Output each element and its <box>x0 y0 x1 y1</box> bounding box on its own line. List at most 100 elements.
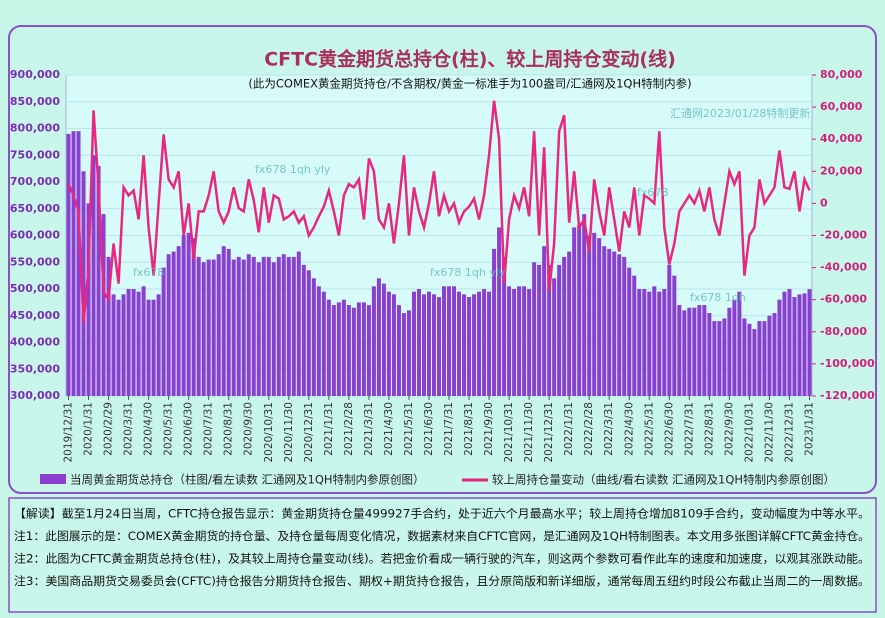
bar <box>291 256 296 396</box>
note: 注3：美国商品期货交易委员会(CFTC)持仓报告分期货持仓报告、期权+期货持仓报… <box>14 574 870 588</box>
bar <box>251 256 256 396</box>
bar <box>702 305 707 396</box>
x-tick-label: 2020/7/31 <box>203 402 215 456</box>
bar <box>201 262 206 396</box>
bar <box>306 270 311 396</box>
bar <box>106 256 111 396</box>
bar <box>637 289 642 396</box>
bar <box>216 254 221 396</box>
watermark: fx678 <box>637 186 668 199</box>
bar <box>782 291 787 396</box>
bar <box>391 294 396 396</box>
bar <box>557 264 562 396</box>
bar <box>757 321 762 396</box>
y2-tick-label: -20,000 <box>820 229 867 242</box>
bar <box>552 278 557 396</box>
bar <box>587 235 592 396</box>
note: 注1：此图展示的是：COMEX黄金期货的持仓量、及持仓量每周变化情况，数据素材来… <box>14 529 870 543</box>
bar <box>752 329 757 396</box>
watermark: 汇通网2023/01/28特制更新 <box>670 106 810 120</box>
bar <box>111 294 116 396</box>
bar <box>426 291 431 396</box>
bar <box>101 214 106 396</box>
x-tick-label: 2022/12/31 <box>783 402 795 463</box>
bar <box>311 278 316 396</box>
x-tick-label: 2020/8/31 <box>223 402 235 456</box>
bar <box>286 256 291 396</box>
y-tick-label: 750,000 <box>10 148 60 161</box>
bar <box>136 291 141 396</box>
bar <box>261 256 266 396</box>
bar <box>336 302 341 396</box>
x-tick-label: 2020/12/31 <box>303 402 315 463</box>
x-tick-label: 2022/8/31 <box>703 402 715 456</box>
x-tick-label: 2020/9/30 <box>243 402 255 456</box>
x-tick-label: 2019/12/31 <box>63 402 75 463</box>
bar <box>346 305 351 396</box>
chart-subtitle: (此为COMEX黄金期货持仓/不含期权/黄金一标准手为100盎司/汇通网及1QH… <box>248 77 691 91</box>
bar <box>677 305 682 396</box>
bar <box>627 267 632 396</box>
bar <box>642 289 647 396</box>
bar <box>507 286 512 396</box>
bar <box>707 313 712 396</box>
bar <box>71 131 76 397</box>
bar <box>742 318 747 396</box>
x-tick-label: 2021/10/31 <box>503 402 515 463</box>
bar <box>96 165 101 396</box>
y-tick-label: 650,000 <box>10 202 60 215</box>
bar <box>537 264 542 396</box>
x-tick-label: 2021/7/31 <box>443 402 455 456</box>
bar <box>562 256 567 396</box>
bar <box>762 321 767 396</box>
x-tick-label: 2021/3/31 <box>363 402 375 456</box>
bar <box>221 246 226 396</box>
x-tick-label: 2023/1/31 <box>803 402 815 456</box>
bar <box>577 224 582 396</box>
bar <box>692 307 697 396</box>
bar <box>421 294 426 396</box>
chart-title: CFTC黄金期货总持仓(柱)、较上周持仓变动(线) <box>264 48 676 71</box>
bar <box>572 227 577 396</box>
bar <box>371 286 376 396</box>
x-tick-label: 2021/2/28 <box>343 402 355 456</box>
bar <box>331 305 336 396</box>
bar <box>256 262 261 396</box>
bar <box>597 238 602 396</box>
bar <box>196 256 201 396</box>
legend-swatch <box>40 474 66 484</box>
bar <box>602 246 607 396</box>
bar <box>206 259 211 396</box>
bar <box>727 307 732 396</box>
bar <box>652 286 657 396</box>
bar <box>647 291 652 396</box>
y2-tick-label: 80,000 <box>820 68 863 81</box>
bar <box>406 310 411 396</box>
bar <box>697 305 702 396</box>
bar <box>622 256 627 396</box>
y2-tick-label: -80,000 <box>820 325 867 338</box>
bar <box>682 310 687 396</box>
y-tick-label: 850,000 <box>10 95 60 108</box>
bar <box>777 299 782 396</box>
x-tick-label: 2021/1/31 <box>323 402 335 456</box>
x-tick-label: 2021/8/31 <box>463 402 475 456</box>
bar <box>522 286 527 396</box>
bar <box>592 232 597 396</box>
bar <box>361 302 366 396</box>
bar <box>386 291 391 396</box>
bar <box>381 283 386 396</box>
bar <box>787 289 792 396</box>
bar <box>732 299 737 396</box>
y-tick-label: 500,000 <box>10 282 60 295</box>
bar <box>376 278 381 396</box>
bar <box>191 238 196 396</box>
bar <box>632 275 637 396</box>
bar <box>366 305 371 396</box>
bar <box>512 289 517 396</box>
x-tick-label: 2021/9/30 <box>483 402 495 456</box>
bar <box>411 291 416 396</box>
bar <box>86 203 91 396</box>
bar <box>171 251 176 396</box>
